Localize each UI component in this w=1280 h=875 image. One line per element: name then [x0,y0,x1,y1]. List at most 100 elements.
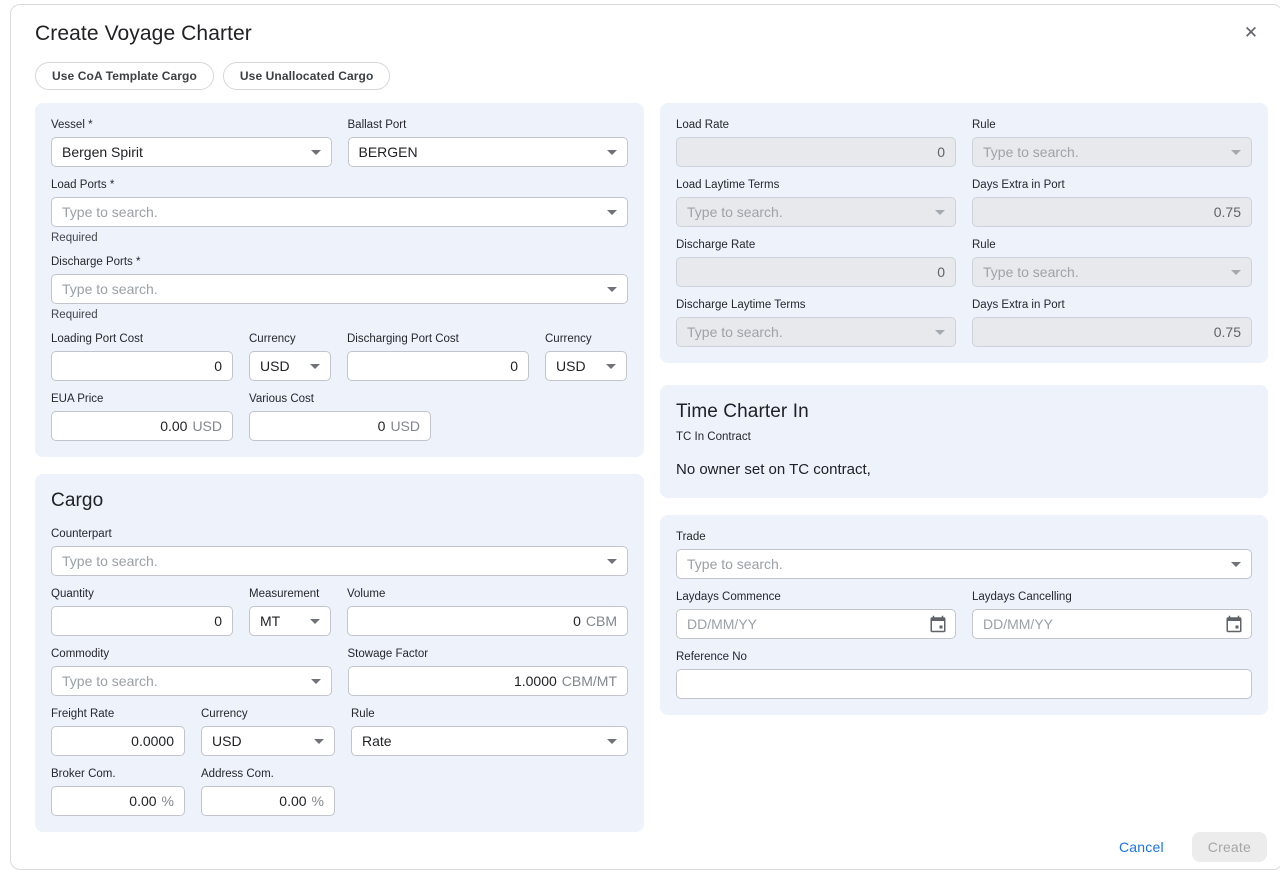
tc-in-contract-label: TC In Contract [676,431,751,443]
discharge-rate-label: Discharge Rate [676,239,756,251]
volume-unit: CBM [585,613,617,629]
use-coa-template-cargo-button[interactable]: Use CoA Template Cargo [35,62,214,90]
laydays-commence-label: Laydays Commence [676,591,781,603]
chevron-down-icon [1231,561,1241,567]
laydays-cancelling-input[interactable] [983,610,1225,638]
discharge-ports-combobox[interactable] [51,274,628,304]
trade-label: Trade [676,531,706,543]
discharging-port-currency-label: Currency [545,333,592,345]
discharge-ports-required-hint: Required [51,309,98,321]
discharging-port-cost-label: Discharging Port Cost [347,333,459,345]
loading-port-currency-label: Currency [249,333,296,345]
chevron-down-icon [1231,149,1241,155]
volume-value: 0 [573,613,581,629]
stowage-factor-value: 1.0000 [513,673,557,689]
measurement-select[interactable]: MT [249,606,331,636]
broker-com-label: Broker Com. [51,768,116,780]
trade-panel: Trade Laydays Commence [660,515,1268,715]
stowage-factor-input[interactable]: 1.0000 CBM/MT [347,666,628,696]
loading-port-cost-input[interactable] [51,351,233,381]
laydays-commence-input[interactable] [687,610,929,638]
ballast-port-select[interactable]: BERGEN [347,137,628,167]
various-cost-value: 0 [377,418,386,434]
eua-price-input[interactable]: 0.00 USD [51,411,233,441]
chevron-down-icon [310,618,320,624]
laydays-commence-field[interactable] [676,609,956,639]
various-cost-label: Various Cost [249,393,314,405]
ballast-port-value: BERGEN [358,144,418,160]
discharging-port-cost-input[interactable] [347,351,529,381]
load-rule-input [973,138,1223,166]
chevron-down-icon [1231,269,1241,275]
discharging-port-currency-select[interactable]: USD [545,351,627,381]
tc-in-contract-message: No owner set on TC contract, [676,461,871,478]
stowage-factor-label: Stowage Factor [347,648,429,660]
load-laytime-terms-combobox [676,197,956,227]
freight-currency-select[interactable]: USD [201,726,335,756]
broker-com-unit: % [161,793,174,809]
laytime-panel: Load Rate Rule Load Laytime Terms [660,103,1268,363]
use-unallocated-cargo-button[interactable]: Use Unallocated Cargo [222,62,391,90]
freight-currency-label: Currency [201,708,248,720]
discharge-rule-label: Rule [972,239,996,251]
quantity-input[interactable] [51,606,233,636]
freight-rule-value: Rate [362,733,392,749]
laydays-cancelling-field[interactable] [972,609,1252,639]
create-button[interactable]: Create [1191,832,1267,862]
load-rate-input [676,137,956,167]
address-com-unit: % [311,793,324,809]
chevron-down-icon [607,286,617,292]
laydays-cancelling-label: Laydays Cancelling [972,591,1072,603]
load-ports-combobox[interactable] [51,197,628,227]
commodity-combobox[interactable] [51,666,332,696]
trade-input[interactable] [677,550,1223,578]
calendar-icon[interactable] [929,615,947,633]
commodity-input[interactable] [52,667,303,695]
measurement-value: MT [260,613,281,629]
vessel-value: Bergen Spirit [62,144,143,160]
discharge-rule-input [973,258,1223,286]
counterpart-combobox[interactable] [51,546,628,576]
counterpart-input[interactable] [52,547,599,575]
address-com-input[interactable]: 0.00 % [201,786,335,816]
chevron-down-icon [607,209,617,215]
cancel-button[interactable]: Cancel [1118,839,1164,855]
counterpart-label: Counterpart [51,528,112,540]
freight-rule-label: Rule [351,708,375,720]
discharge-days-extra-label: Days Extra in Port [972,299,1065,311]
load-laytime-terms-input [677,198,927,226]
dialog-title: Create Voyage Charter [35,22,252,45]
chevron-down-icon [310,678,321,684]
chevron-down-icon [607,558,617,564]
time-charter-in-panel: Time Charter In TC In Contract No owner … [660,385,1268,498]
volume-input[interactable]: 0 CBM [347,606,628,636]
quantity-label: Quantity [51,588,94,600]
trade-combobox[interactable] [676,549,1252,579]
broker-com-input[interactable]: 0.00 % [51,786,185,816]
freight-rate-label: Freight Rate [51,708,115,720]
discharge-laytime-terms-combobox [676,317,956,347]
vessel-select[interactable]: Bergen Spirit [51,137,332,167]
create-voyage-charter-dialog: Create Voyage Charter ✕ Use CoA Template… [10,4,1280,870]
time-charter-in-heading: Time Charter In [676,401,809,422]
discharge-days-extra-input [972,317,1252,347]
freight-currency-value: USD [212,733,242,749]
calendar-icon[interactable] [1225,615,1243,633]
discharge-laytime-terms-input [677,318,927,346]
freight-rate-input[interactable] [51,726,185,756]
freight-rule-select[interactable]: Rate [351,726,628,756]
loading-port-currency-select[interactable]: USD [249,351,331,381]
discharge-ports-input[interactable] [52,275,599,303]
various-cost-input[interactable]: 0 USD [249,411,431,441]
chevron-down-icon [935,209,945,215]
reference-no-input[interactable] [676,669,1252,699]
broker-com-value: 0.00 [129,793,157,809]
measurement-label: Measurement [249,588,320,600]
load-rule-combobox [972,137,1252,167]
various-cost-unit: USD [390,418,420,434]
cargo-panel: Cargo Counterpart Quantity [35,474,644,832]
cargo-heading: Cargo [51,490,104,511]
address-com-value: 0.00 [279,793,307,809]
close-icon[interactable]: ✕ [1238,20,1264,46]
load-ports-input[interactable] [52,198,599,226]
